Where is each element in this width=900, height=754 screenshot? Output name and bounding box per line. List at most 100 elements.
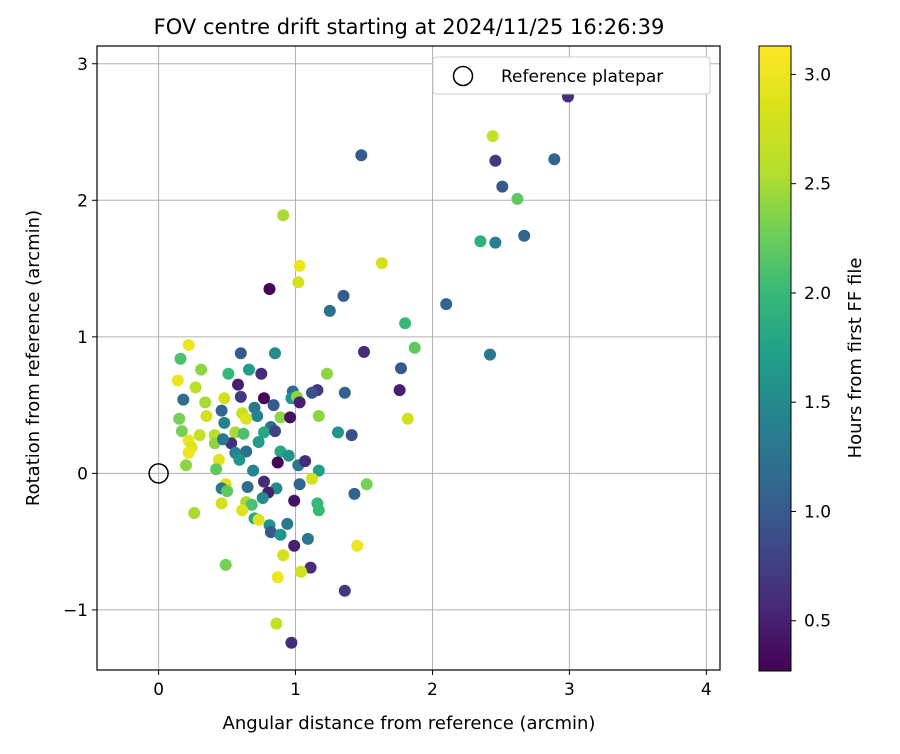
legend-marker (452, 65, 474, 87)
scatter-point (338, 386, 351, 399)
scatter-point (355, 149, 368, 162)
colorbar-label: Hours from first FF file (845, 258, 866, 459)
scatter-point (182, 339, 195, 351)
scatter-point (240, 445, 253, 458)
colorbar-gradient (758, 45, 792, 672)
scatter-point (337, 289, 350, 302)
scatter-point (269, 425, 281, 438)
colorbar-tick-label: 0.5 (804, 612, 831, 632)
scatter-point (274, 528, 287, 541)
y-tick-label: 0 (77, 464, 88, 484)
scatter-point (518, 229, 531, 242)
scatter-point (243, 363, 255, 376)
scatter-point (489, 154, 502, 167)
scatter-point (199, 396, 212, 409)
scatter-point (241, 481, 254, 493)
scatter-point (240, 412, 253, 425)
colorbar-tick-label: 1.0 (804, 502, 831, 522)
scatter-point (222, 367, 235, 380)
scatter-point (293, 259, 306, 272)
scatter-point (193, 429, 206, 442)
scatter-point (345, 429, 358, 442)
x-tick-label: 4 (701, 680, 712, 700)
scatter-point (299, 455, 312, 468)
scatter-point (399, 317, 412, 330)
scatter-point (288, 539, 301, 552)
scatter-point (358, 345, 370, 358)
scatter-point (251, 410, 264, 422)
scatter-point (312, 464, 325, 477)
colorbar-tick-label: 3.0 (804, 65, 831, 85)
scatter-point (408, 341, 421, 354)
scatter-point (375, 257, 388, 270)
scatter-point (215, 497, 228, 510)
scatter-point (293, 396, 306, 409)
scatter-point (351, 539, 364, 552)
scatter-point (210, 463, 223, 476)
scatter-point (218, 416, 231, 429)
colorbar-ticks: 0.5 1.0 1.5 2.0 2.5 3.0 (791, 65, 831, 632)
scatter-point (180, 459, 192, 472)
scatter-point (281, 517, 294, 530)
scatter-point (474, 235, 487, 248)
scatter-point (401, 412, 414, 425)
scatter-point (486, 130, 499, 143)
colorbar-tick-label: 2.5 (804, 175, 831, 195)
scatter-point (338, 584, 351, 597)
scatter-point (548, 153, 561, 166)
scatter-point (218, 392, 231, 405)
legend-box (432, 56, 711, 95)
scatter-point (484, 348, 496, 361)
scatter-point (258, 426, 270, 439)
scatter-point (182, 446, 195, 459)
scatter-point (348, 487, 361, 500)
reference-point (148, 463, 169, 484)
scatter-point (393, 384, 406, 397)
scatter-point (195, 363, 208, 376)
scatter-point (301, 532, 314, 545)
scatter-point (295, 565, 307, 578)
scatter-point (306, 472, 318, 485)
scatter-point (234, 347, 247, 360)
scatter-point (282, 449, 295, 462)
colorbar: 0.5 1.0 1.5 2.0 2.5 3.0 Hours from first FF f… (758, 45, 866, 672)
scatter-point (221, 485, 234, 498)
scatter-point (258, 392, 270, 405)
scatter-point (189, 381, 202, 394)
scatter-point (321, 367, 333, 380)
legend: Reference platepar (432, 56, 711, 95)
x-tick-label: 2 (427, 680, 438, 700)
y-tick-label: −1 (63, 601, 88, 621)
y-axis: −1 0 1 2 3 (63, 55, 97, 621)
scatter-points (171, 90, 574, 649)
scatter-point (277, 549, 290, 562)
x-tick-label: 3 (564, 680, 575, 700)
y-tick-label: 2 (77, 191, 88, 211)
scatter-point (263, 283, 276, 295)
y-axis-label: Rotation from reference (arcmin) (23, 210, 44, 506)
y-tick-label: 1 (77, 328, 88, 348)
colorbar-tick-label: 1.5 (804, 393, 831, 413)
scatter-point (292, 276, 305, 289)
scatter-point (174, 352, 187, 365)
scatter-point (323, 304, 336, 317)
scatter-point (237, 427, 250, 440)
scatter-point (215, 404, 228, 417)
scatter-point (188, 507, 201, 519)
scatter-point (177, 393, 190, 406)
plot-frame (96, 45, 721, 671)
scatter-point (293, 478, 306, 491)
scatter-point (252, 436, 265, 448)
x-tick-label: 0 (153, 680, 164, 700)
scatter-point (200, 410, 213, 422)
scatter-point (264, 526, 277, 539)
scatter-point (233, 453, 246, 466)
x-tick-label: 1 (290, 680, 301, 700)
scatter-point (245, 498, 258, 511)
scatter-point (267, 399, 280, 412)
y-tick-label: 3 (77, 55, 88, 75)
scatter-point (360, 478, 373, 491)
scatter-point (496, 180, 509, 193)
scatter-point (212, 453, 225, 466)
